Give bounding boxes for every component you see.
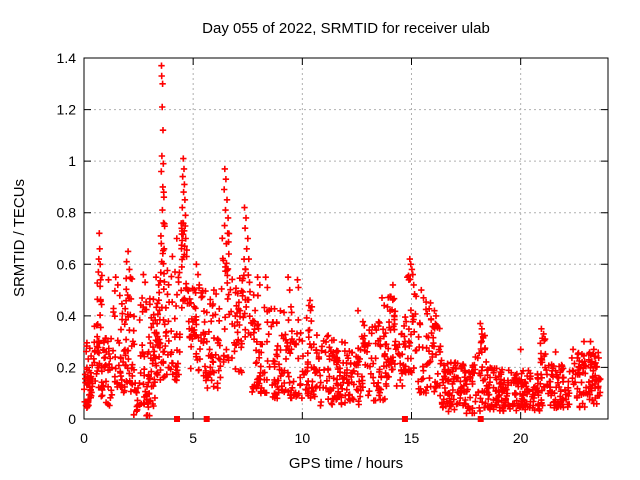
chart-title: Day 055 of 2022, SRMTID for receiver ula… — [202, 20, 490, 37]
y-tick-label: 1.4 — [57, 50, 77, 66]
data-points — [81, 62, 604, 419]
y-tick-labels: 0 0.2 0.4 0.6 0.8 1 1.2 1.4 — [57, 50, 77, 427]
gridlines — [84, 58, 608, 419]
x-tick-labels: 0 5 10 15 20 — [80, 430, 529, 446]
axis-ticks — [83, 57, 608, 420]
x-axis-title: GPS time / hours — [289, 455, 403, 472]
y-tick-label: 1.2 — [57, 102, 77, 118]
y-tick-label: 0 — [68, 411, 76, 427]
zero-square-marker — [477, 416, 484, 422]
y-tick-label: 0.4 — [57, 308, 77, 324]
x-tick-label: 0 — [80, 430, 88, 446]
x-tick-label: 5 — [189, 430, 197, 446]
zero-square-marker — [203, 416, 210, 422]
zero-value-square-markers — [174, 416, 484, 422]
y-tick-label: 0.6 — [57, 256, 77, 272]
x-tick-label: 20 — [513, 430, 529, 446]
zero-square-marker — [174, 416, 181, 422]
x-tick-label: 10 — [295, 430, 311, 446]
zero-square-marker — [401, 416, 408, 422]
y-tick-label: 0.8 — [57, 205, 77, 221]
y-tick-label: 0.2 — [57, 359, 77, 375]
y-axis-title: SRMTID / TECUs — [11, 179, 28, 297]
plot-border — [83, 57, 609, 420]
x-tick-label: 15 — [404, 430, 420, 446]
y-tick-label: 1 — [68, 153, 76, 169]
